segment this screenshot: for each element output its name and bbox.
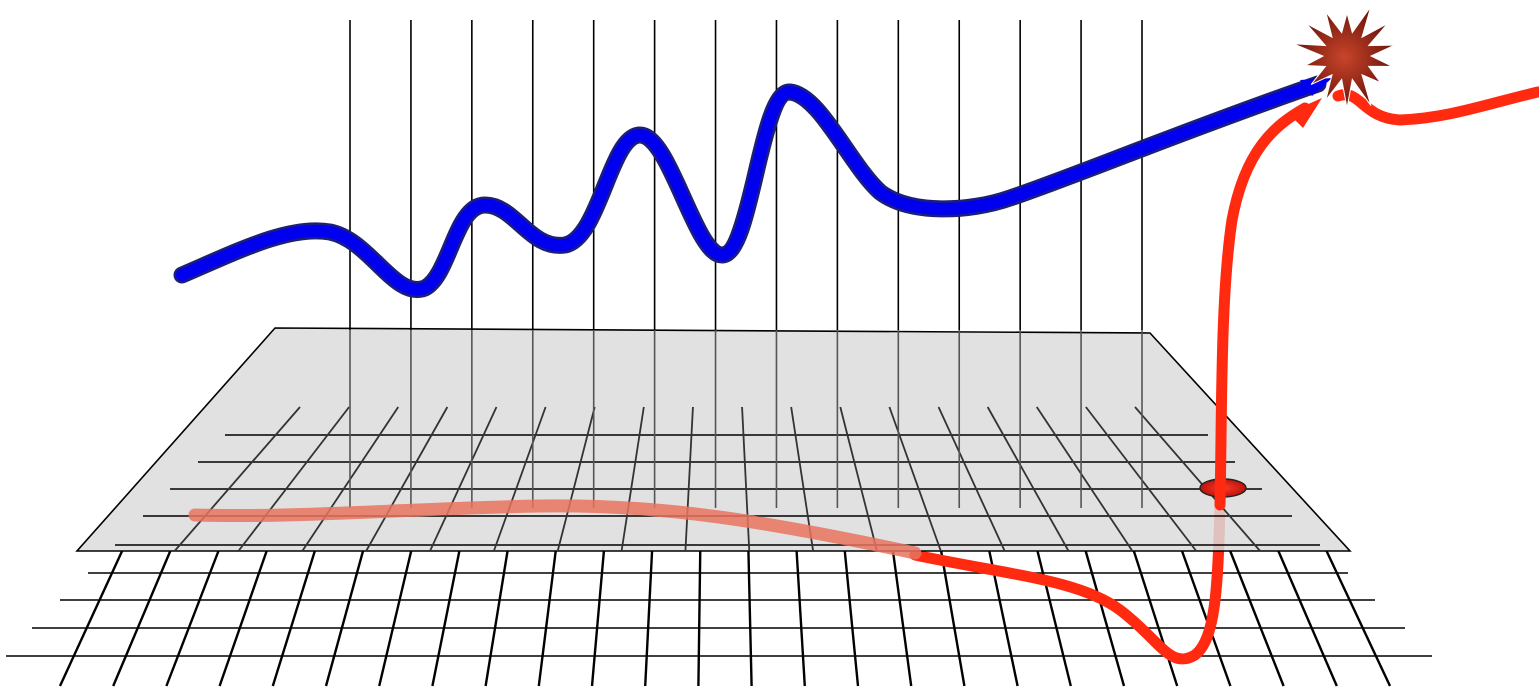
floor-grid-col (644, 550, 654, 687)
plane-grid-col (839, 406, 878, 552)
red-path-on-plane (188, 499, 922, 560)
red-arrowhead-icon (1288, 98, 1322, 128)
plane-grid-col (493, 406, 547, 552)
blue-path (176, 78, 1324, 296)
floor-grid-col (939, 550, 966, 687)
red-path-rising (1214, 102, 1311, 511)
floor-grid-col (165, 550, 220, 687)
floor-grid-col (58, 550, 124, 687)
floor-grid-col (1132, 550, 1179, 687)
floor-grid-col (795, 550, 806, 687)
floor-grid-col (324, 550, 365, 687)
floor-grid-col (378, 550, 413, 687)
explosion-star-icon (1293, 6, 1395, 109)
floor-grid-col (891, 550, 913, 687)
floor-grid-col (271, 550, 316, 687)
plane-grid-col (937, 406, 1006, 552)
floor-grid-col (590, 550, 606, 687)
plane-grid-col (1134, 406, 1261, 552)
floor-grid-col (218, 550, 268, 687)
plane-grid-col (556, 406, 596, 552)
floor-grid-col (1180, 550, 1232, 687)
floor-grid-col (747, 550, 753, 687)
plane-grid-col (1036, 406, 1134, 552)
floor-grid-col (1277, 550, 1338, 687)
plane-grid-col (173, 406, 301, 552)
floor-grid (6, 550, 1432, 687)
floor-grid-col (431, 550, 461, 687)
floor-grid-col (484, 550, 509, 687)
plane-grid-col (684, 406, 694, 552)
plane-grid-col (429, 406, 498, 552)
red-path-continuation (1332, 86, 1539, 126)
floor-grid-col (537, 550, 557, 687)
plane-grid (115, 406, 1320, 552)
floor-grid-col (1036, 550, 1072, 687)
vertical-lines (349, 20, 1143, 508)
floor-grid-col (1325, 550, 1392, 687)
plane-grid-col (365, 406, 449, 552)
blue-arrowhead-icon (1300, 78, 1332, 96)
red-path-under-plane (909, 499, 1226, 665)
floor-grid-col (1084, 550, 1126, 687)
floor-grid-col (112, 550, 172, 687)
surface-plane (75, 327, 1352, 552)
plane-grid-col (620, 406, 645, 552)
floor-grid-col (1229, 550, 1285, 687)
plane-grid-col (1085, 406, 1197, 552)
plane-grid-col (986, 406, 1070, 552)
floor-grid-col (843, 550, 860, 687)
plane-grid-col (237, 406, 350, 552)
floor-grid-col (697, 550, 702, 687)
